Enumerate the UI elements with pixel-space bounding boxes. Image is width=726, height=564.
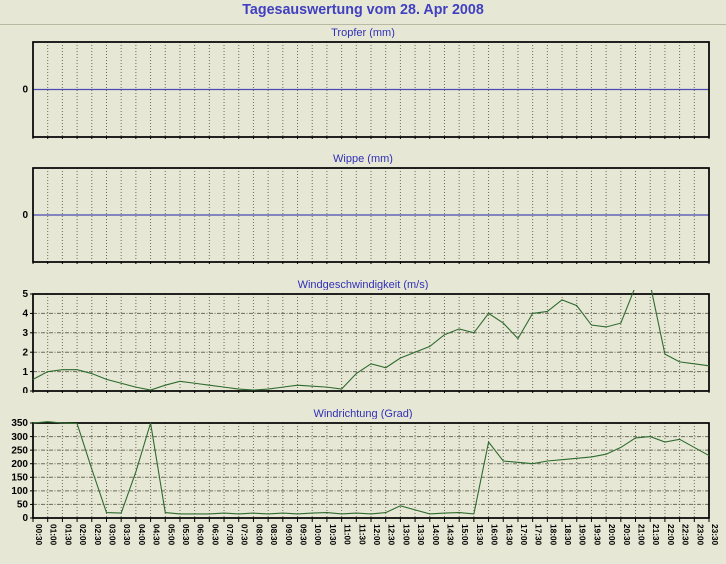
svg-text:18:00: 18:00 xyxy=(548,524,558,546)
svg-text:13:00: 13:00 xyxy=(401,524,411,546)
svg-text:21:30: 21:30 xyxy=(651,524,661,546)
svg-text:05:00: 05:00 xyxy=(166,524,176,546)
svg-text:10:00: 10:00 xyxy=(313,524,323,546)
svg-text:0: 0 xyxy=(22,513,28,524)
svg-text:300: 300 xyxy=(11,432,28,443)
svg-text:08:00: 08:00 xyxy=(254,524,264,546)
svg-text:07:30: 07:30 xyxy=(240,524,250,546)
svg-text:100: 100 xyxy=(11,486,28,497)
svg-text:0: 0 xyxy=(22,210,28,221)
svg-text:21:00: 21:00 xyxy=(637,524,647,546)
svg-text:04:00: 04:00 xyxy=(137,524,147,546)
svg-text:12:00: 12:00 xyxy=(372,524,382,546)
svg-text:01:00: 01:00 xyxy=(49,524,59,546)
svg-text:16:30: 16:30 xyxy=(504,524,514,546)
svg-text:00:30: 00:30 xyxy=(34,524,44,546)
svg-text:0: 0 xyxy=(22,386,28,393)
svg-text:12:30: 12:30 xyxy=(387,524,397,546)
svg-text:06:30: 06:30 xyxy=(210,524,220,546)
svg-text:3: 3 xyxy=(22,328,28,339)
svg-text:01:30: 01:30 xyxy=(63,524,73,546)
svg-text:19:00: 19:00 xyxy=(578,524,588,546)
svg-text:18:30: 18:30 xyxy=(563,524,573,546)
svg-text:250: 250 xyxy=(11,445,28,456)
svg-text:13:30: 13:30 xyxy=(416,524,426,546)
svg-text:14:30: 14:30 xyxy=(445,524,455,546)
svg-text:50: 50 xyxy=(17,500,29,511)
svg-text:05:30: 05:30 xyxy=(181,524,191,546)
svg-text:02:30: 02:30 xyxy=(93,524,103,546)
svg-text:07:00: 07:00 xyxy=(225,524,235,546)
svg-text:19:30: 19:30 xyxy=(592,524,602,546)
svg-text:350: 350 xyxy=(11,419,28,429)
svg-text:22:30: 22:30 xyxy=(681,524,691,546)
svg-text:17:30: 17:30 xyxy=(534,524,544,546)
svg-text:06:00: 06:00 xyxy=(196,524,206,546)
svg-text:22:00: 22:00 xyxy=(666,524,676,546)
svg-text:5: 5 xyxy=(22,290,28,300)
svg-text:15:00: 15:00 xyxy=(460,524,470,546)
svg-text:10:30: 10:30 xyxy=(328,524,338,546)
svg-text:20:30: 20:30 xyxy=(622,524,632,546)
svg-text:2: 2 xyxy=(22,347,28,358)
svg-text:08:30: 08:30 xyxy=(269,524,279,546)
svg-text:03:30: 03:30 xyxy=(122,524,132,546)
svg-text:04:30: 04:30 xyxy=(152,524,162,546)
svg-text:0: 0 xyxy=(22,85,28,96)
svg-text:200: 200 xyxy=(11,459,28,470)
svg-text:03:00: 03:00 xyxy=(107,524,117,546)
svg-text:20:00: 20:00 xyxy=(607,524,617,546)
svg-text:14:00: 14:00 xyxy=(431,524,441,546)
svg-text:02:00: 02:00 xyxy=(78,524,88,546)
svg-text:15:30: 15:30 xyxy=(475,524,485,546)
svg-text:11:30: 11:30 xyxy=(357,524,367,545)
svg-text:16:00: 16:00 xyxy=(490,524,500,546)
svg-text:11:00: 11:00 xyxy=(343,524,353,545)
svg-text:09:00: 09:00 xyxy=(284,524,294,546)
svg-text:23:00: 23:00 xyxy=(695,524,705,546)
svg-text:17:00: 17:00 xyxy=(519,524,529,546)
svg-text:4: 4 xyxy=(22,309,28,320)
svg-text:1: 1 xyxy=(22,367,28,378)
svg-text:150: 150 xyxy=(11,472,28,483)
svg-text:23:30: 23:30 xyxy=(710,524,720,546)
svg-text:09:30: 09:30 xyxy=(299,524,309,546)
